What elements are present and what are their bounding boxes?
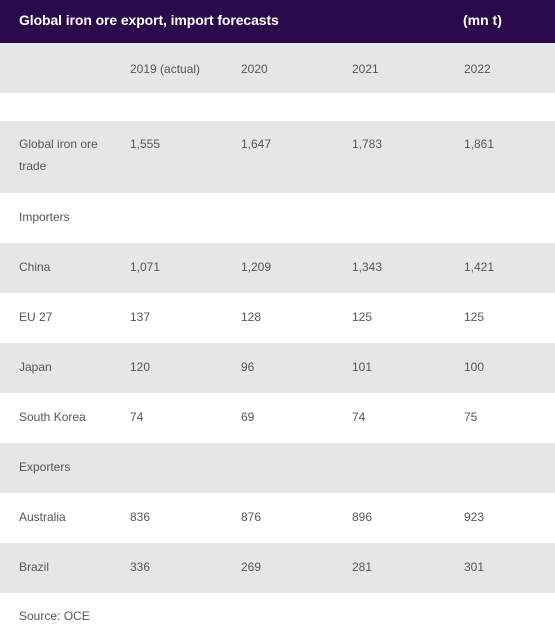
table-cell: 336 [130,560,151,574]
table-cell: 301 [464,560,485,574]
table-cell: 96 [241,360,255,374]
section-row-exporters: Exporters [0,443,555,493]
table-header-bar: Global iron ore export, import forecasts… [0,0,555,43]
spacer-row [0,93,555,121]
column-header-row: 2019 (actual) 2020 2021 2022 [0,43,555,93]
table-row: Brazil 336 269 281 301 [0,543,555,593]
table-cell: 137 [130,310,151,324]
table-row: South Korea 74 69 74 75 [0,393,555,443]
row-label: Brazil [19,560,50,574]
column-header: 2020 [241,62,268,76]
table-cell: 1,783 [352,137,383,151]
table-row: EU 27 137 128 125 125 [0,293,555,343]
table-row: Japan 120 96 101 100 [0,343,555,393]
table-cell: 1,209 [241,260,272,274]
table-cell: 1,555 [130,137,161,151]
table-cell: 125 [352,310,373,324]
table-cell: 896 [352,510,373,524]
table-row: Global iron ore trade 1,555 1,647 1,783 … [0,121,555,193]
table-cell: 125 [464,310,485,324]
table-cell: 101 [352,360,373,374]
row-label: South Korea [19,410,86,424]
row-label: EU 27 [19,310,53,324]
table-title: Global iron ore export, import forecasts [19,12,279,28]
table-cell: 1,343 [352,260,383,274]
table-cell: 69 [241,410,255,424]
table-cell: 120 [130,360,151,374]
column-header: 2022 [464,62,491,76]
table-cell: 100 [464,360,485,374]
table-cell: 1,861 [464,137,495,151]
table-cell: 876 [241,510,262,524]
table-cell: 1,071 [130,260,161,274]
table-cell: 74 [352,410,366,424]
table-cell: 923 [464,510,485,524]
row-label: Global iron ore trade [19,137,98,173]
table-cell: 128 [241,310,262,324]
table-cell: 836 [130,510,151,524]
table-cell: 281 [352,560,373,574]
table-cell: 1,647 [241,137,272,151]
source-note: Source: OCE [19,609,90,623]
row-label: Importers [19,210,70,224]
table-row: Australia 836 876 896 923 [0,493,555,543]
column-header: 2019 (actual) [130,62,201,76]
table-cell: 269 [241,560,262,574]
unit-label: (mn t) [463,12,502,28]
row-label: Australia [19,510,66,524]
source-row: Source: OCE [0,593,555,636]
table-row: China 1,071 1,209 1,343 1,421 [0,243,555,293]
section-row-importers: Importers [0,193,555,243]
table-cell: 1,421 [464,260,495,274]
row-label: China [19,260,51,274]
row-label: Japan [19,360,52,374]
column-header: 2021 [352,62,379,76]
row-label: Exporters [19,460,71,474]
table-cell: 74 [130,410,144,424]
table-cell: 75 [464,410,478,424]
